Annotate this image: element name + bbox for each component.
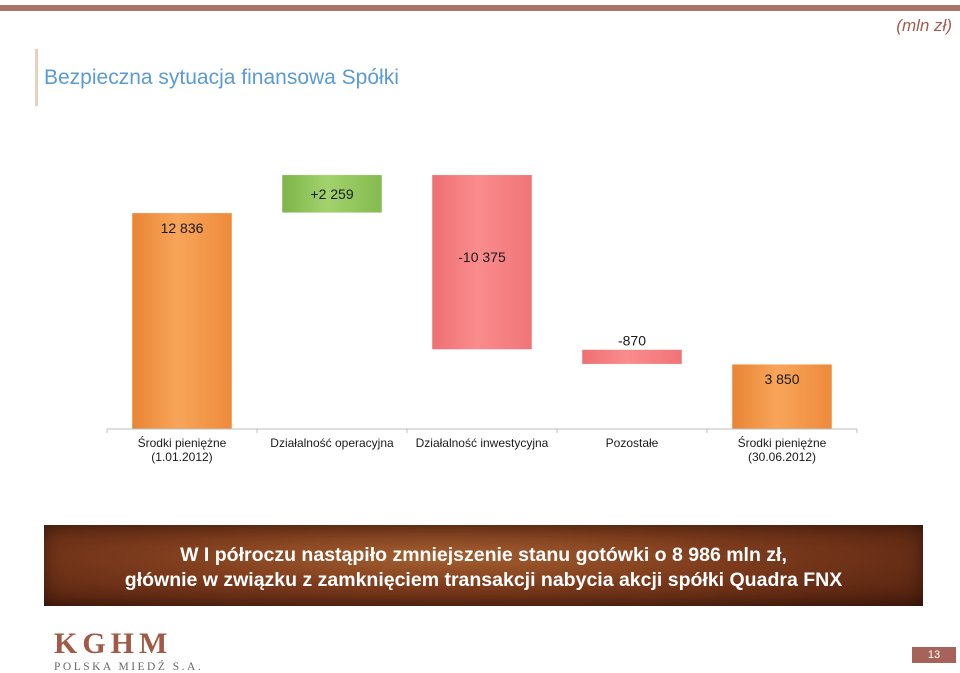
page-title: Bezpieczna sytuacja finansowa Spółki bbox=[44, 66, 399, 89]
bar-2 bbox=[281, 174, 383, 214]
unit-label: (mln zł) bbox=[896, 16, 952, 35]
bar-4 bbox=[581, 349, 683, 365]
waterfall-chart: 12 836 +2 259 -10 375 -870 3 850 Środki pien… bbox=[106, 174, 858, 464]
category-label-4: Pozostałe bbox=[606, 436, 659, 450]
banner-line-1: W I półroczu nastąpiło zmniejszenie stan… bbox=[180, 544, 787, 566]
data-label-1: 12 836 bbox=[161, 220, 204, 236]
banner-line-2: głównie w związku z zamknięciem transakc… bbox=[124, 569, 843, 591]
bar-3 bbox=[431, 174, 533, 350]
data-label-3: -10 375 bbox=[458, 249, 506, 265]
summary-banner: W I półroczu nastąpiło zmniejszenie stan… bbox=[44, 525, 923, 606]
category-label-5-line-2: (30.06.2012) bbox=[748, 450, 816, 464]
category-label-1: Środki pieniężne bbox=[138, 435, 227, 450]
logo-wordmark: KGHM bbox=[54, 627, 173, 660]
bar-1 bbox=[131, 212, 233, 430]
top-accent-bar bbox=[0, 5, 960, 11]
data-label-4: -870 bbox=[618, 333, 646, 349]
category-label-3: Działalność inwestycyjna bbox=[416, 436, 549, 450]
logo-subtitle: POLSKA MIEDŹ S.A. bbox=[54, 661, 204, 673]
category-label-5: Środki pieniężne bbox=[738, 435, 827, 450]
data-label-5: 3 850 bbox=[764, 371, 799, 387]
kghm-logo: KGHM POLSKA MIEDŹ S.A. bbox=[54, 627, 204, 673]
category-label-2: Działalność operacyjna bbox=[270, 436, 394, 450]
title-rule bbox=[35, 49, 38, 106]
bar-5 bbox=[731, 363, 833, 430]
page-number: 13 bbox=[912, 647, 956, 663]
data-label-2: +2 259 bbox=[310, 186, 353, 202]
category-label-1-line-2: (1.01.2012) bbox=[151, 450, 212, 464]
